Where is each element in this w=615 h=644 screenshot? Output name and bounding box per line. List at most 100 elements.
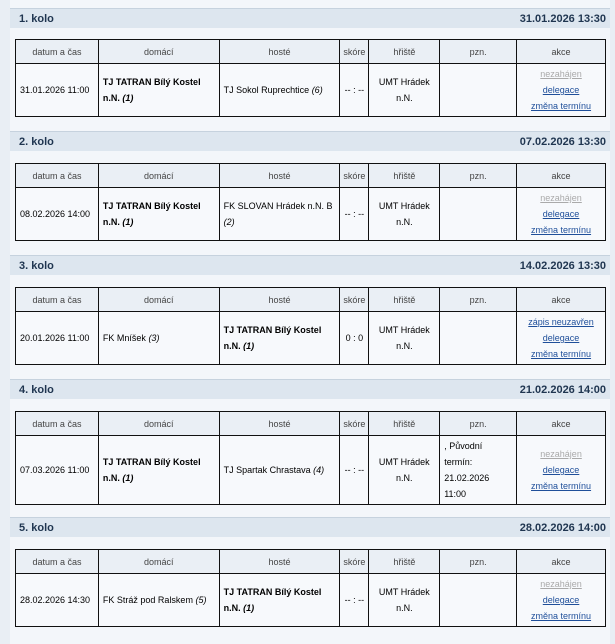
table-row: 07.03.2026 11:00 TJ TATRAN Bílý Kostel n.… xyxy=(15,435,606,505)
table-row: 20.01.2026 11:00 FK Mníšek (3) TJ TATRAN B… xyxy=(15,311,606,365)
away-team-rank: (4) xyxy=(313,465,325,475)
match-table: datum a čas domácí hosté skóre hřiště pzn. akc… xyxy=(15,39,606,117)
round-header: 3. kolo 14.02.2026 13:30 xyxy=(10,255,610,275)
away-team: TJ Spartak Chrastava (4) xyxy=(218,435,341,505)
action-link[interactable]: změna termínu xyxy=(531,611,592,621)
column-header-akce: akce xyxy=(516,163,606,188)
action-link[interactable]: nezahájen xyxy=(540,579,582,589)
column-header-hoste: hosté xyxy=(218,411,341,436)
match-score: -- : -- xyxy=(339,573,370,627)
match-datetime: 07.03.2026 11:00 xyxy=(15,435,99,505)
match-actions: nezahájen delegace změna termínu xyxy=(516,63,606,117)
column-header-domaci: domácí xyxy=(97,163,220,188)
match-score: -- : -- xyxy=(339,63,370,117)
round-date: 28.02.2026 14:00 xyxy=(519,521,606,534)
column-header-pzn: pzn. xyxy=(439,163,518,188)
match-table: datum a čas domácí hosté skóre hřiště pzn. akc… xyxy=(15,549,606,627)
match-venue: UMT Hrádek n.N. xyxy=(368,187,441,241)
action-link[interactable]: delegace xyxy=(542,595,580,605)
round-section: 2. kolo 07.02.2026 13:30 datum a čas domácí… xyxy=(10,131,610,241)
home-team-name: FK Stráž pod Ralskem xyxy=(102,595,193,605)
action-link[interactable]: zápis neuzavřen xyxy=(528,317,594,327)
match-venue: UMT Hrádek n.N. xyxy=(368,311,441,365)
home-team: TJ TATRAN Bílý Kostel n.N. (1) xyxy=(97,435,220,505)
match-note xyxy=(439,63,518,117)
match-actions: zápis neuzavřen delegace změna termínu xyxy=(516,311,606,365)
table-header-row: datum a čas domácí hosté skóre hřiště pzn. akc… xyxy=(15,163,606,188)
column-header-akce: akce xyxy=(516,287,606,312)
home-team-name: FK Mníšek xyxy=(102,333,146,343)
column-header-skore: skóre xyxy=(339,411,370,436)
column-header-pzn: pzn. xyxy=(439,549,518,574)
round-title: 1. kolo xyxy=(19,12,54,25)
table-header-row: datum a čas domácí hosté skóre hřiště pzn. akc… xyxy=(15,39,606,64)
match-table: datum a čas domácí hosté skóre hřiště pzn. akc… xyxy=(15,411,606,505)
column-header-hriste: hřiště xyxy=(368,549,441,574)
action-link[interactable]: nezahájen xyxy=(540,193,582,203)
column-header-datum: datum a čas xyxy=(15,287,99,312)
home-team-rank: (3) xyxy=(148,333,160,343)
round-header: 4. kolo 21.02.2026 14:00 xyxy=(10,379,610,399)
round-title: 3. kolo xyxy=(19,259,54,272)
round-date: 31.01.2026 13:30 xyxy=(519,12,606,25)
match-note xyxy=(439,311,518,365)
home-team: TJ TATRAN Bílý Kostel n.N. (1) xyxy=(97,63,220,117)
match-actions: nezahájen delegace změna termínu xyxy=(516,573,606,627)
column-header-hriste: hřiště xyxy=(368,287,441,312)
column-header-skore: skóre xyxy=(339,39,370,64)
away-team-rank: (1) xyxy=(243,341,255,351)
action-link[interactable]: nezahájen xyxy=(540,449,582,459)
match-datetime: 20.01.2026 11:00 xyxy=(15,311,99,365)
column-header-skore: skóre xyxy=(339,287,370,312)
action-link[interactable]: delegace xyxy=(542,209,580,219)
column-header-datum: datum a čas xyxy=(15,411,99,436)
table-row: 28.02.2026 14:30 FK Stráž pod Ralskem (5)… xyxy=(15,573,606,627)
column-header-hriste: hřiště xyxy=(368,411,441,436)
column-header-skore: skóre xyxy=(339,549,370,574)
table-header-row: datum a čas domácí hosté skóre hřiště pzn. akc… xyxy=(15,549,606,574)
column-header-skore: skóre xyxy=(339,163,370,188)
action-link[interactable]: delegace xyxy=(542,85,580,95)
action-link[interactable]: změna termínu xyxy=(531,481,592,491)
column-header-akce: akce xyxy=(516,39,606,64)
round-header: 2. kolo 07.02.2026 13:30 xyxy=(10,131,610,151)
round-title: 2. kolo xyxy=(19,135,54,148)
column-header-datum: datum a čas xyxy=(15,39,99,64)
home-team-rank: (5) xyxy=(195,595,207,605)
action-link[interactable]: změna termínu xyxy=(531,225,592,235)
home-team-name: TJ TATRAN Bílý Kostel n.N. xyxy=(102,201,201,227)
round-section: 1. kolo 31.01.2026 13:30 datum a čas domácí… xyxy=(10,8,610,117)
action-link[interactable]: nezahájen xyxy=(540,69,582,79)
match-datetime: 31.01.2026 11:00 xyxy=(15,63,99,117)
column-header-akce: akce xyxy=(516,549,606,574)
match-table: datum a čas domácí hosté skóre hřiště pzn. akc… xyxy=(15,287,606,365)
match-datetime: 08.02.2026 14:00 xyxy=(15,187,99,241)
table-header-row: datum a čas domácí hosté skóre hřiště pzn. akc… xyxy=(15,287,606,312)
round-date: 21.02.2026 14:00 xyxy=(519,383,606,396)
column-header-domaci: domácí xyxy=(97,287,220,312)
away-team: TJ TATRAN Bílý Kostel n.N. (1) xyxy=(218,573,341,627)
round-title: 4. kolo xyxy=(19,383,54,396)
away-team: TJ Sokol Ruprechtice (6) xyxy=(218,63,341,117)
action-link[interactable]: delegace xyxy=(542,333,580,343)
round-title: 5. kolo xyxy=(19,521,54,534)
home-team: FK Mníšek (3) xyxy=(97,311,220,365)
match-venue: UMT Hrádek n.N. xyxy=(368,573,441,627)
action-link[interactable]: delegace xyxy=(542,465,580,475)
match-note xyxy=(439,187,518,241)
round-date: 07.02.2026 13:30 xyxy=(519,135,606,148)
match-venue: UMT Hrádek n.N. xyxy=(368,63,441,117)
action-link[interactable]: změna termínu xyxy=(531,101,592,111)
match-note: , Původní termín: 21.02.2026 11:00 xyxy=(439,435,518,505)
match-list: 1. kolo 31.01.2026 13:30 datum a čas domácí… xyxy=(10,0,610,644)
match-score: 0 : 0 xyxy=(339,311,370,365)
column-header-datum: datum a čas xyxy=(15,163,99,188)
match-datetime: 28.02.2026 14:30 xyxy=(15,573,99,627)
round-header: 5. kolo 28.02.2026 14:00 xyxy=(10,517,610,537)
column-header-domaci: domácí xyxy=(97,549,220,574)
home-team: TJ TATRAN Bílý Kostel n.N. (1) xyxy=(97,187,220,241)
action-link[interactable]: změna termínu xyxy=(531,349,592,359)
match-note xyxy=(439,573,518,627)
away-team-name: TJ Spartak Chrastava xyxy=(223,465,311,475)
match-score: -- : -- xyxy=(339,435,370,505)
